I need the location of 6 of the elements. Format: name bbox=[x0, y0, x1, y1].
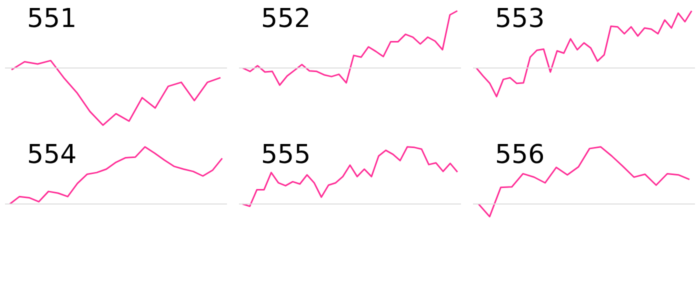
chart-title: 553 bbox=[495, 4, 545, 34]
chart-title: 551 bbox=[27, 4, 77, 34]
chart-title: 556 bbox=[495, 140, 545, 170]
chart-title: 555 bbox=[261, 140, 311, 170]
chart-title: 552 bbox=[261, 4, 311, 34]
chart-title: 554 bbox=[27, 140, 77, 170]
